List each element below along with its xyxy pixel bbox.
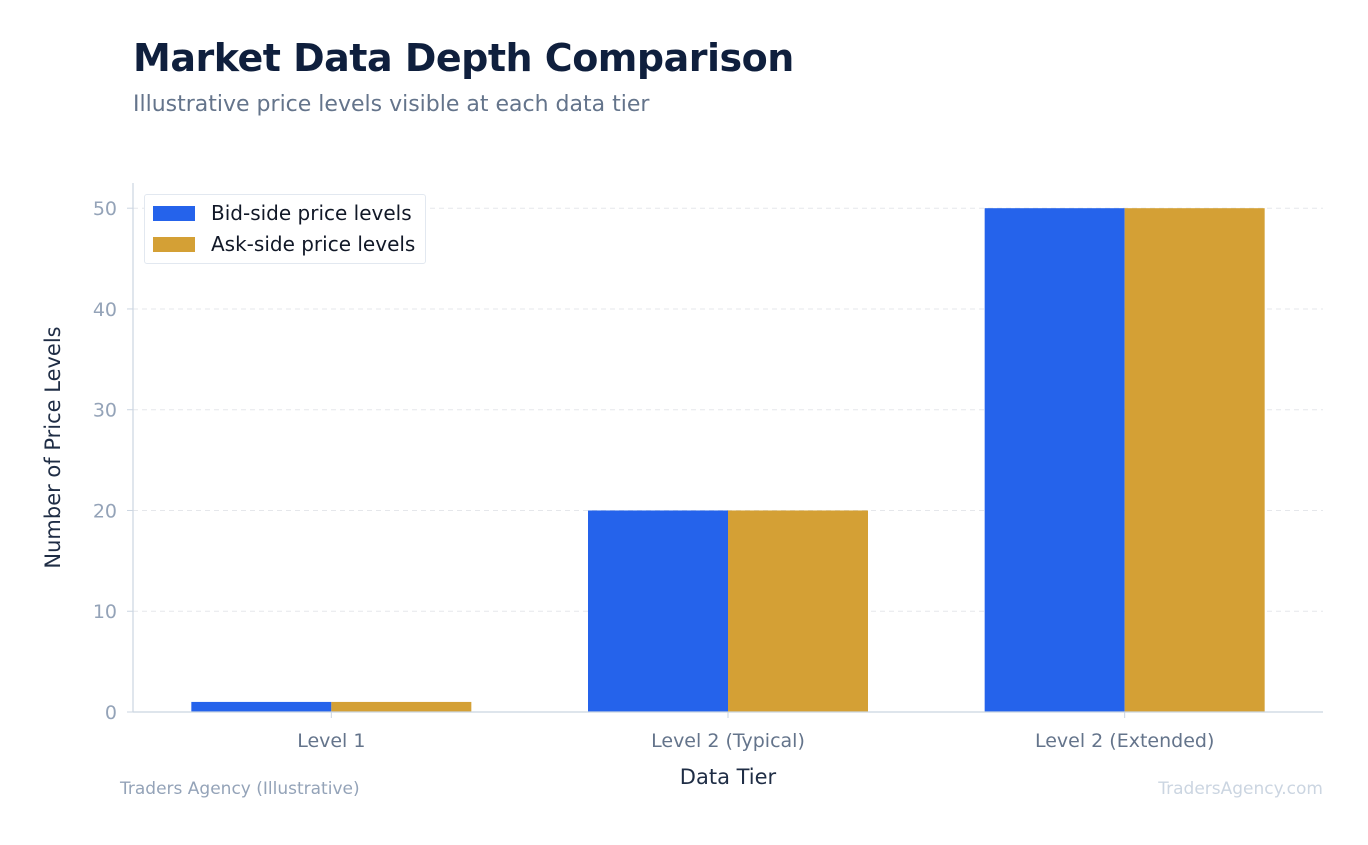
y-tick-label: 40 <box>93 299 117 321</box>
x-axis-label: Data Tier <box>680 765 777 789</box>
footer-source: Traders Agency (Illustrative) <box>120 779 360 799</box>
bar-bid <box>588 510 728 712</box>
legend-label-ask: Ask-side price levels <box>211 232 416 256</box>
legend-swatch-bid <box>153 205 195 221</box>
bar-ask <box>1124 208 1265 712</box>
x-tick-label: Level 2 (Extended) <box>1035 730 1214 752</box>
y-tick-label: 10 <box>93 601 117 623</box>
bar-ask <box>331 701 472 712</box>
y-tick-label: 0 <box>105 702 117 724</box>
bar-bid <box>191 701 332 712</box>
bar-ask <box>728 510 868 712</box>
x-tick-label: Level 2 (Typical) <box>651 730 805 752</box>
y-tick-label: 30 <box>93 400 117 422</box>
chart-subtitle: Illustrative price levels visible at eac… <box>133 92 650 117</box>
footer-brand: TradersAgency.com <box>1158 779 1323 799</box>
legend-item-bid: Bid-side price levels <box>153 201 412 225</box>
y-axis-label: Number of Price Levels <box>41 326 65 568</box>
chart-title: Market Data Depth Comparison <box>133 36 794 80</box>
legend-swatch-ask <box>153 236 195 252</box>
y-tick-label: 20 <box>93 500 117 522</box>
bar-bid <box>984 208 1125 712</box>
chart-legend: Bid-side price levels Ask-side price lev… <box>144 194 426 264</box>
legend-label-bid: Bid-side price levels <box>211 201 412 225</box>
y-tick-label: 50 <box>93 198 117 220</box>
x-tick-label: Level 1 <box>297 730 365 752</box>
legend-item-ask: Ask-side price levels <box>153 232 415 256</box>
